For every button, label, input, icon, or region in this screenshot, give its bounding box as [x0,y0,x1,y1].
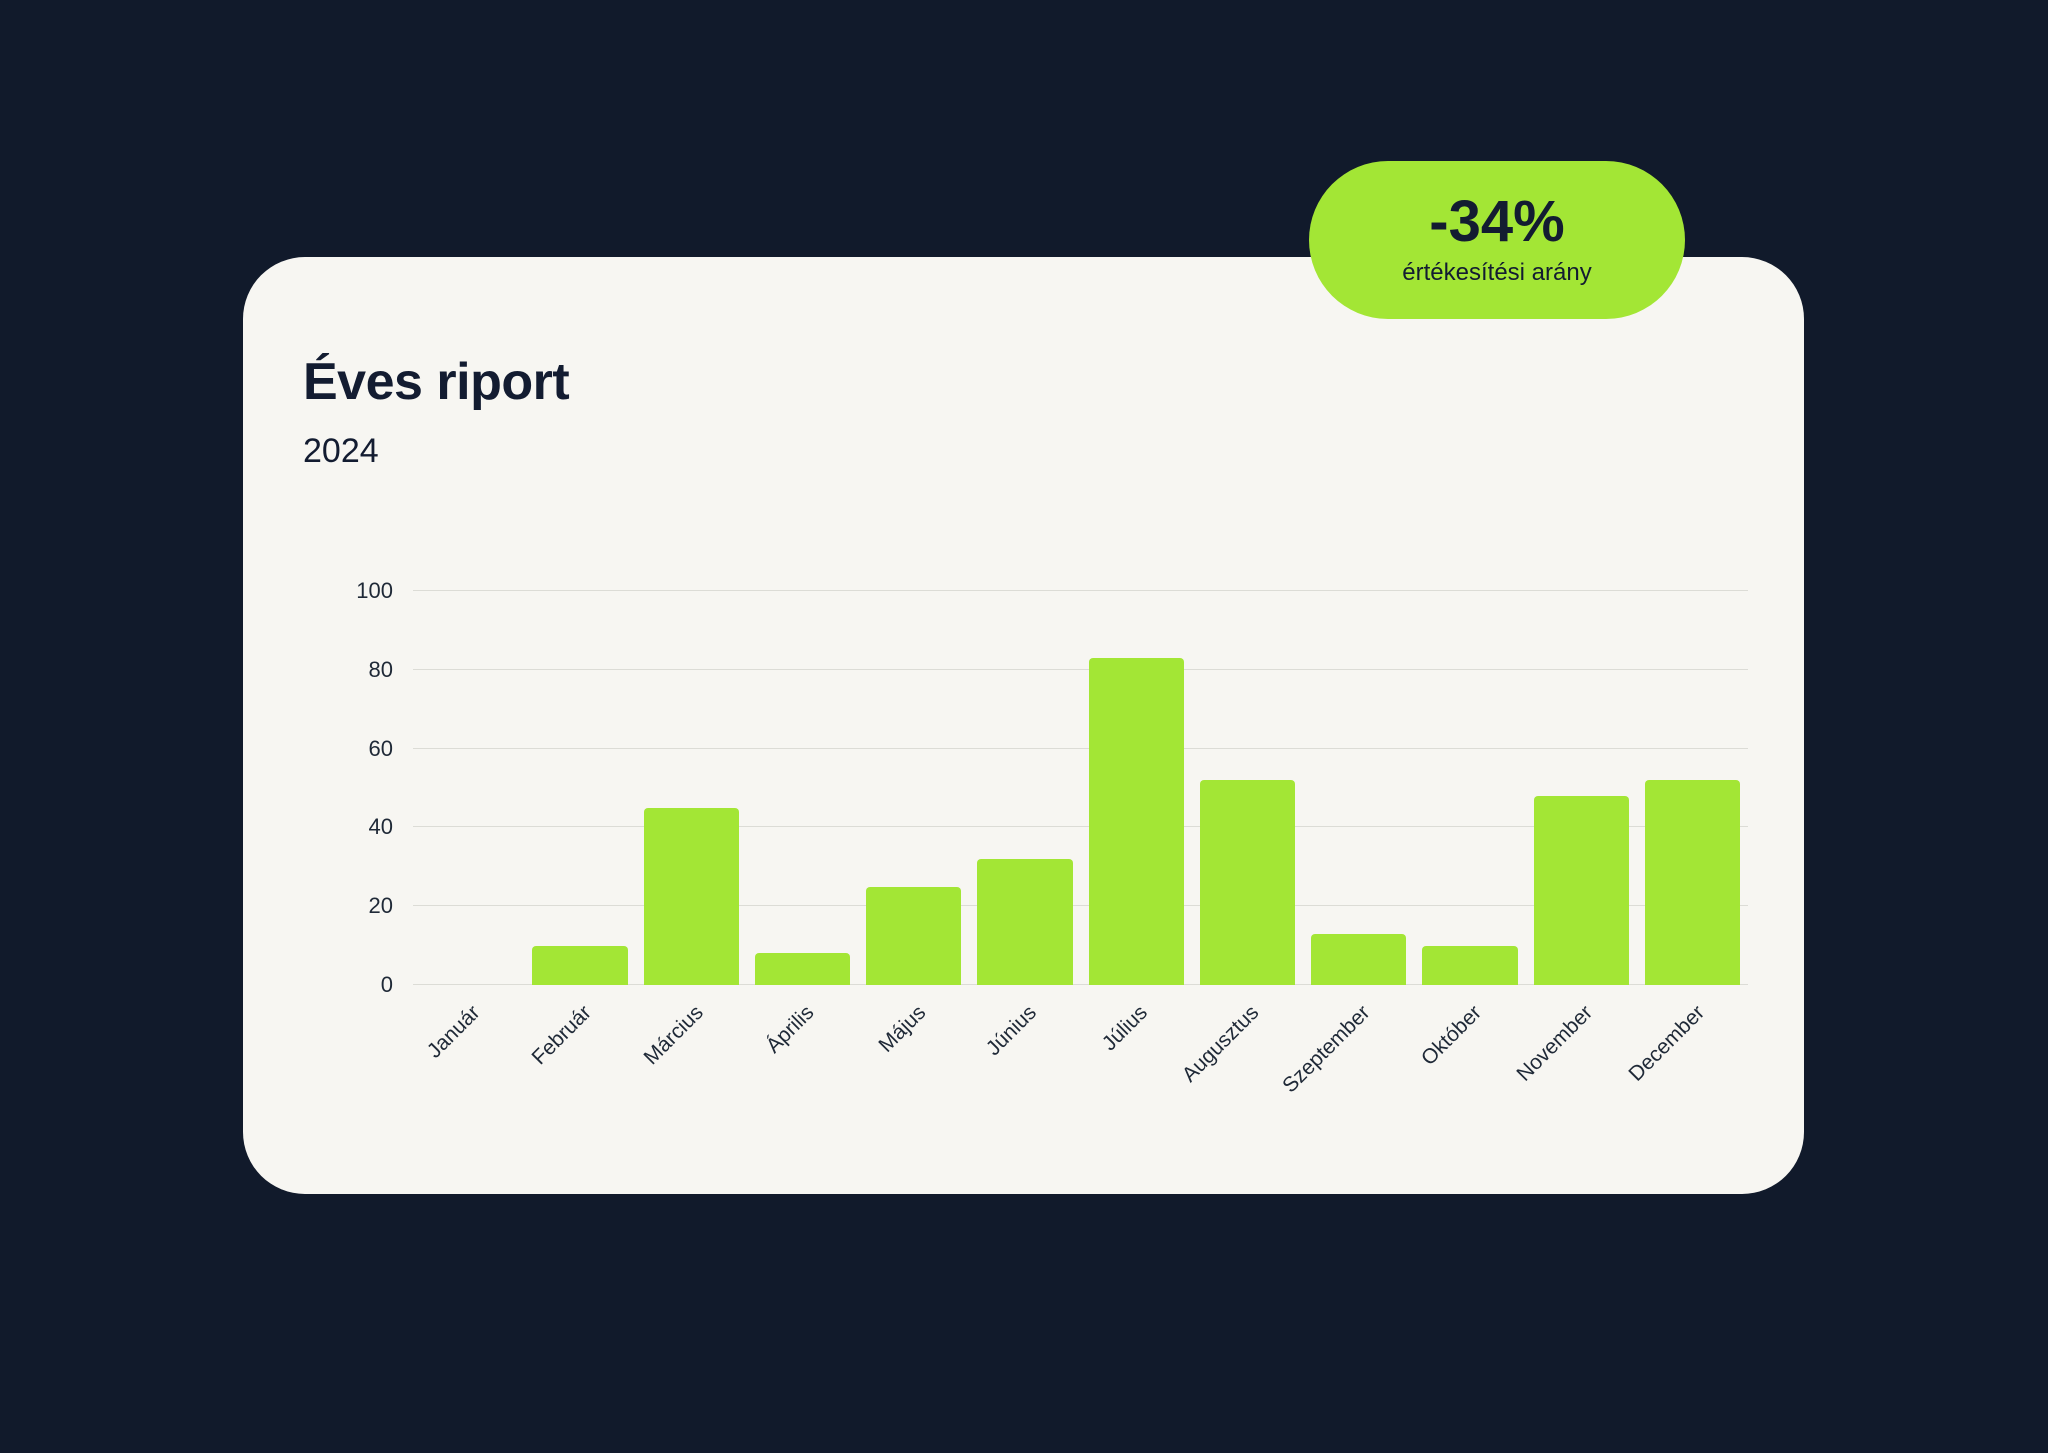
x-tick-cell-junius: Június [969,985,1080,1125]
bar-column-julius [1081,591,1192,985]
gridline-80 [413,668,1748,670]
x-tick-label-december: December [1623,1001,1709,1086]
bar-julius [1088,657,1184,985]
bar-junius [977,858,1073,985]
bar-majus [866,886,962,985]
gridlines [413,590,1748,985]
plot-area [413,590,1748,985]
bar-november [1533,795,1629,985]
bar-column-marcius [636,591,747,985]
kpi-label: értékesítési arány [1402,259,1592,286]
bar-column-augusztus [1192,591,1303,985]
y-tick-label-20: 20 [368,893,393,919]
bar-column-majus [858,591,969,985]
x-tick-cell-november: November [1513,985,1637,1125]
y-tick-label-60: 60 [368,735,393,761]
x-tick-label-februar: Február [527,1001,597,1070]
x-tick-label-augusztus: Augusztus [1178,1001,1264,1087]
bar-marcius [643,807,739,985]
x-tick-labels: Január Február Március Április Május Június Jú… [413,985,1748,1125]
x-axis-gutter [303,985,413,1125]
bar-februar [532,945,628,985]
bar-column-februar [524,591,635,985]
bar-augusztus [1199,780,1295,985]
x-tick-cell-februar: Február [524,985,635,1125]
chart-plot-row: 0 20 40 60 80 100 [303,580,1748,996]
bar-oktober [1422,945,1518,985]
bar-column-januar [413,591,524,985]
bar-december [1644,780,1740,985]
bar-column-oktober [1414,591,1525,985]
bars [413,591,1748,985]
x-tick-cell-julius: Július [1081,985,1192,1125]
bar-column-szeptember [1303,591,1414,985]
y-tick-label-40: 40 [368,814,393,840]
kpi-badge: -34% értékesítési arány [1309,161,1685,319]
bar-column-november [1526,591,1637,985]
report-card: Éves riport 2024 0 20 40 60 80 100 Január Febr… [243,257,1804,1194]
bar-column-aprilis [747,591,858,985]
y-tick-label-100: 100 [356,578,393,603]
report-title: Éves riport [303,353,570,411]
bar-chart: 0 20 40 60 80 100 Január Február Március Április… [303,580,1748,1125]
x-tick-label-januar: Január [423,1001,485,1063]
x-tick-cell-januar: Január [413,985,524,1125]
x-tick-cell-aprilis: Április [747,985,858,1125]
kpi-value: -34% [1429,189,1565,254]
gridline-0 [413,984,1748,985]
y-axis: 0 20 40 60 80 100 [303,580,413,996]
y-tick-label-80: 80 [368,656,393,682]
x-tick-cell-marcius: Március [636,985,747,1125]
x-tick-label-junius: Június [981,1001,1042,1061]
x-tick-label-oktober: Október [1417,1001,1487,1071]
gridline-60 [413,747,1748,749]
x-axis: Január Február Március Április Május Június Jú… [303,985,1748,1125]
x-tick-cell-december: December [1624,985,1748,1125]
x-tick-cell-augusztus: Augusztus [1178,985,1303,1125]
y-tick-label-0: 0 [380,972,393,997]
x-tick-label-julius: Július [1098,1001,1153,1056]
x-tick-cell-majus: Május [858,985,969,1125]
report-subtitle: 2024 [303,432,379,470]
gridline-20 [413,905,1748,907]
gridline-100 [413,590,1748,591]
bar-column-december [1637,591,1748,985]
x-tick-label-majus: Május [874,1001,930,1057]
x-tick-label-aprilis: Április [761,1001,819,1058]
bar-aprilis [754,953,850,985]
x-tick-label-november: November [1512,1001,1598,1086]
gridline-40 [413,826,1748,828]
bar-szeptember [1311,933,1407,985]
x-tick-cell-szeptember: Szeptember [1279,985,1414,1125]
x-tick-label-marcius: Március [639,1001,708,1070]
bar-column-junius [969,591,1080,985]
x-tick-cell-oktober: Október [1414,985,1525,1125]
